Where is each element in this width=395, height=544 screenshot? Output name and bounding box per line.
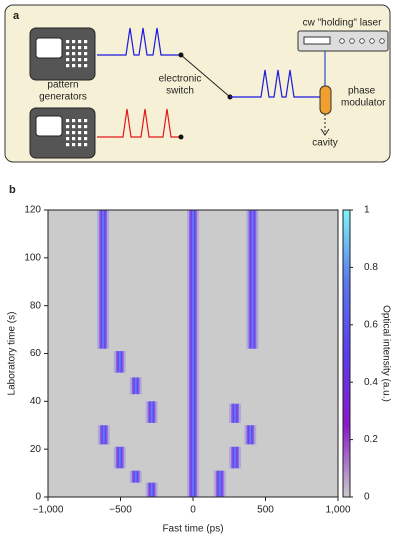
generator-label: pattern [47,80,78,91]
modulator [319,85,332,115]
blue-pulses [230,69,320,98]
red-pulses [97,108,180,138]
colorbar-tick-label: 0.4 [364,377,378,388]
laser-knobs [339,38,385,44]
pulse [231,403,240,423]
switch-contact [178,52,184,58]
x-tick-label: 0 [190,505,196,516]
x-tick-label: −500 [109,505,132,516]
x-tick-label: 500 [257,505,274,516]
cavity-label: cavity [312,138,338,149]
diagram: a cw "holding" laser pattern generators [4,4,391,163]
colorbar-tick-label: 1 [364,205,370,216]
panel-label: b [9,184,16,196]
colorbar-label: Optical intensity (a.u.) [380,305,391,402]
blue-pulses [97,27,180,56]
y-tick-label: 40 [30,396,42,407]
modulator-label: phase [348,86,376,97]
y-axis-label: Laboratory time (s) [7,312,18,396]
colorbar-tick-label: 0 [364,492,370,503]
pulse [147,482,156,497]
pulse [147,401,156,423]
panel-label: a [13,10,20,22]
pulse [131,377,140,395]
pulse [99,425,108,445]
pulse [248,210,257,349]
x-tick-label: 1,000 [325,505,350,516]
panel-box [4,4,391,163]
y-tick-label: 80 [30,300,42,311]
switch-label: switch [166,86,194,97]
switch-arm [180,54,231,98]
colorbar-tick-label: 0.6 [364,319,378,330]
y-tick-label: 60 [30,348,42,359]
y-tick-label: 20 [30,444,42,455]
modulator-label: modulator [341,98,386,109]
pulse [115,446,124,469]
pulse [99,210,108,349]
arrow-head [320,128,330,136]
pulse [189,210,197,497]
pattern-generator [29,107,96,159]
pulse [131,470,140,483]
y-tick-label: 120 [24,205,41,216]
x-tick-label: −1,000 [33,505,64,516]
pulse [115,351,124,373]
switch-label: electronic [159,74,202,85]
pulse [215,470,224,497]
colorbar-tick-label: 0.2 [364,434,378,445]
laser-window [303,36,331,45]
y-tick-label: 0 [35,492,41,503]
generator-label: generators [39,92,87,103]
pulse [231,446,240,469]
colorbar [342,209,351,498]
colorbar-tick-label: 0.8 [364,262,378,273]
y-tick-label: 100 [24,252,41,263]
pulse [246,425,255,445]
x-axis-label: Fast time (ps) [162,524,223,535]
switch-contact [178,134,184,140]
pattern-generator [29,27,96,81]
laser-label: cw "holding" laser [303,18,382,29]
